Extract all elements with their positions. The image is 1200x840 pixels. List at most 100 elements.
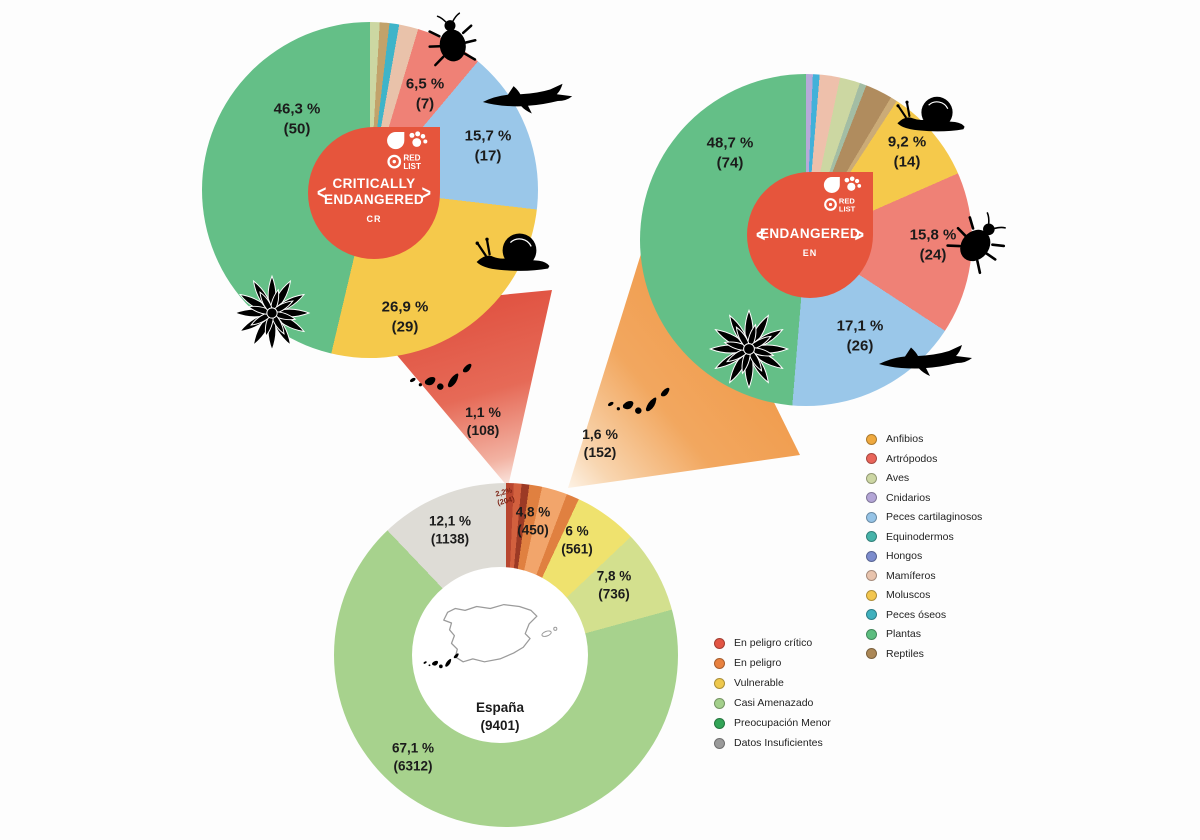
- svg-text:LIST: LIST: [403, 162, 421, 171]
- en-center-badge: RED LIST < > ENDANGERED EN: [747, 172, 873, 298]
- legend-swatch-icon: [866, 570, 877, 581]
- label-es-preocupacion-menor: 67,1 % (6312): [391, 740, 435, 773]
- legend-swatch-icon: [714, 737, 725, 749]
- legend-swatch-icon: [714, 697, 725, 709]
- legend-item: Preocupación Menor: [714, 717, 831, 729]
- legend-item: Artrópodos: [866, 453, 982, 465]
- legend-swatch-icon: [714, 677, 725, 689]
- label-en-artropodos: 15,8 % (24): [909, 226, 957, 264]
- svg-text:RED: RED: [839, 197, 855, 206]
- label-en-peces-cartilaginosos: 17,1 % (26): [836, 317, 884, 355]
- region-name: España: [475, 700, 525, 715]
- legend-label: Aves: [886, 472, 910, 484]
- en-code: EN: [802, 248, 818, 259]
- shark-icon: [879, 345, 972, 376]
- legend-item: En peligro crítico: [714, 637, 831, 649]
- label-en-callout: 1,6 % (152): [582, 425, 618, 460]
- legend-label: Mamíferos: [886, 569, 936, 582]
- label-cr-plantas: 46,3 % (50): [273, 100, 321, 138]
- label-cr-artropodos: 6,5 % (7): [405, 75, 445, 113]
- legend-label: Hongos: [886, 550, 923, 562]
- legend-item: Reptiles: [866, 648, 982, 660]
- legend-label: Plantas: [886, 628, 922, 640]
- label-es-en-peligro: 4,8 % (450): [515, 504, 551, 537]
- legend-label: Moluscos: [886, 589, 931, 601]
- legend-swatch-icon: [866, 609, 877, 620]
- beetle-icon: [424, 10, 480, 67]
- succulent-icon: [234, 275, 310, 351]
- snail-icon: [895, 95, 966, 133]
- legend-label: Equinodermos: [886, 530, 954, 543]
- cr-code: CR: [366, 214, 382, 225]
- legend-item: Cnidarios: [866, 492, 982, 504]
- region-total: (9401): [480, 717, 520, 733]
- label-en-plantas: 48,7 % (74): [706, 134, 754, 172]
- succulent-icon: [709, 309, 789, 389]
- legend-item: Moluscos: [866, 589, 982, 601]
- donut-center: España (9401): [412, 567, 588, 743]
- espana-total-label: España (9401): [476, 699, 524, 734]
- chevron-left-icon: <: [317, 183, 327, 205]
- legend-swatch-icon: [866, 589, 877, 601]
- svg-text:LIST: LIST: [839, 205, 856, 214]
- legend-item: Hongos: [866, 550, 982, 562]
- label-es-casi-amenazado: 7,8 % (736): [596, 568, 632, 601]
- cr-center-badge: RED LIST < > CRITICALLY ENDANGERED CR: [308, 127, 440, 259]
- spain-map: [423, 603, 558, 669]
- legend-label: Cnidarios: [886, 491, 931, 504]
- legend-item: Aves: [866, 472, 982, 484]
- chevron-left-icon: <: [756, 225, 766, 247]
- legend-item: Mamíferos: [866, 570, 982, 582]
- legend-swatch-icon: [866, 511, 877, 523]
- legend-swatch-icon: [714, 657, 725, 669]
- label-es-vulnerable: 6 % (561): [561, 523, 593, 556]
- legend-item: Plantas: [866, 628, 982, 640]
- legend-label: Artrópodos: [886, 452, 938, 465]
- legend-swatch-icon: [866, 531, 877, 542]
- donut-espana: España (9401): [334, 483, 678, 827]
- legend-categories: En peligro crítico En peligro Vulnerable Ca…: [714, 637, 831, 749]
- legend-item: Equinodermos: [866, 531, 982, 543]
- legend-label: Preocupación Menor: [734, 717, 831, 729]
- legend-swatch-icon: [866, 453, 877, 464]
- label-cr-callout: 1,1 % (108): [465, 403, 501, 438]
- red-list-logo: RED LIST: [823, 176, 862, 214]
- canary-islands-icon: [423, 653, 459, 669]
- legend-label: Vulnerable: [734, 677, 784, 689]
- legend-label: Reptiles: [886, 647, 924, 660]
- legend-swatch-icon: [866, 492, 877, 503]
- legend-label: Casi Amenazado: [734, 697, 814, 709]
- legend-swatch-icon: [714, 637, 725, 649]
- legend-item: Peces cartilaginosos: [866, 511, 982, 523]
- legend-item: Peces óseos: [866, 609, 982, 621]
- legend-label: Anfibios: [886, 433, 924, 445]
- shark-icon: [482, 83, 573, 114]
- svg-text:RED: RED: [403, 154, 420, 163]
- chevron-right-icon: >: [854, 225, 864, 247]
- cr-title: CRITICALLY ENDANGERED: [323, 175, 424, 207]
- label-en-moluscos: 9,2 % (14): [887, 133, 927, 171]
- chevron-right-icon: >: [421, 183, 431, 205]
- legend-item: Casi Amenazado: [714, 697, 831, 709]
- legend-label: En peligro crítico: [734, 637, 813, 649]
- label-cr-moluscos: 26,9 % (29): [381, 298, 429, 336]
- legend-label: Peces cartilaginosos: [886, 511, 983, 523]
- legend-item: Anfibios: [866, 433, 982, 445]
- legend-swatch-icon: [866, 550, 877, 562]
- legend-item: Vulnerable: [714, 677, 831, 689]
- legend-swatch-icon: [866, 472, 877, 484]
- label-cr-peces-cartilaginosos: 15,7 % (17): [464, 127, 512, 165]
- legend-taxa: Anfibios Artrópodos Aves Cnidarios Peces car…: [866, 433, 982, 660]
- legend-swatch-icon: [866, 628, 877, 640]
- legend-item: En peligro: [714, 657, 831, 669]
- legend-label: Datos Insuficientes: [734, 737, 823, 749]
- legend-swatch-icon: [866, 433, 877, 445]
- legend-item: Datos Insuficientes: [714, 737, 831, 749]
- red-list-logo: RED LIST: [387, 131, 428, 171]
- legend-label: Peces óseos: [886, 608, 947, 621]
- legend-swatch-icon: [866, 648, 877, 659]
- label-es-datos-insuficientes: 12,1 % (1138): [428, 513, 472, 546]
- snail-icon: [474, 232, 551, 273]
- legend-swatch-icon: [714, 717, 725, 729]
